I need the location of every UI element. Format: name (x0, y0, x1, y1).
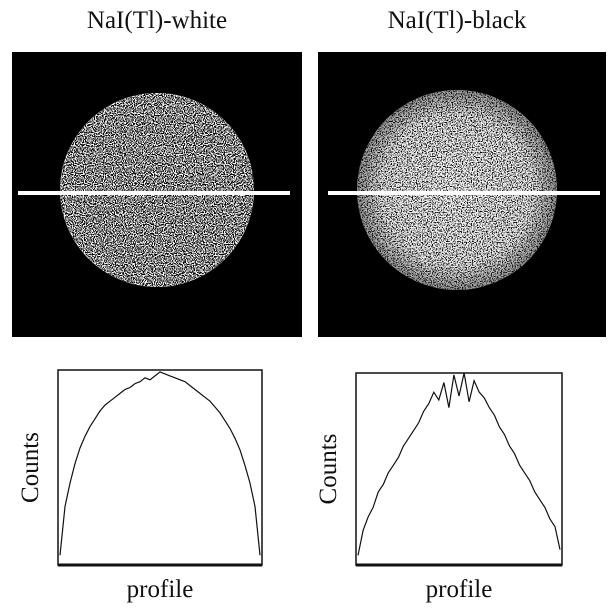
y-axis-label: Counts (17, 432, 44, 503)
detector-image (357, 90, 557, 290)
x-axis-label: profile (127, 576, 194, 603)
panel-title: NaI(Tl)-black (388, 7, 527, 34)
plot-frame (355, 372, 563, 566)
y-axis-label: Counts (315, 434, 342, 505)
plot-frame (57, 369, 263, 566)
x-axis-label: profile (426, 576, 493, 603)
panel-title: NaI(Tl)-white (87, 7, 227, 34)
detector-image (60, 93, 254, 287)
profile-line (18, 191, 290, 195)
profile-line (328, 191, 600, 195)
profile-curve (59, 371, 261, 556)
profile-curve (357, 372, 561, 556)
